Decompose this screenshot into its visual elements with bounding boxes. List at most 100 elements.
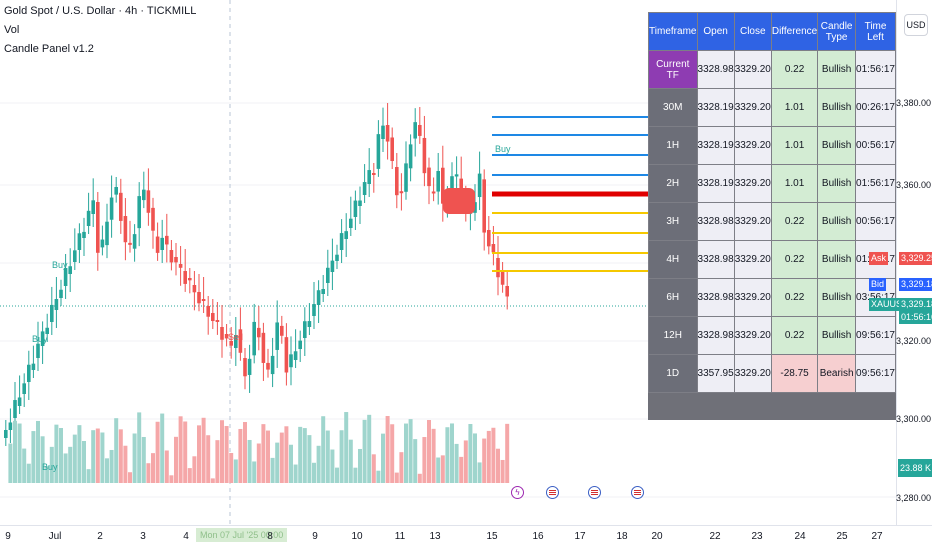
- volume-bar: [302, 428, 307, 483]
- economic-event-flag-icon[interactable]: [588, 486, 601, 499]
- candle-body: [280, 325, 284, 336]
- volume-bar: [238, 428, 243, 483]
- volume-bar: [59, 427, 63, 483]
- open-cell: 3328.98: [696, 202, 735, 241]
- volume-bar: [31, 431, 36, 483]
- currency-selector[interactable]: USD: [904, 14, 928, 36]
- volume-bar: [206, 435, 211, 483]
- candle-body: [151, 207, 155, 231]
- difference-cell: 0.22: [770, 50, 819, 89]
- ask-price-label: 3,329.25: [899, 252, 932, 265]
- volume-bar: [325, 430, 330, 483]
- time-tick: 16: [532, 531, 544, 542]
- candle-body: [68, 266, 72, 274]
- volume-bar: [178, 416, 183, 483]
- volume-bar: [164, 450, 169, 483]
- volume-value-label: 23.88 K: [898, 459, 932, 477]
- timeframe-cell: 3H: [648, 202, 698, 241]
- volume-bar: [72, 434, 77, 483]
- volume-bar: [201, 417, 206, 483]
- difference-cell: 0.22: [770, 278, 819, 317]
- volume-bar: [187, 468, 192, 483]
- table-row: 12H 3328.98 3329.20 0.22 Bullish 09:56:1…: [648, 316, 896, 355]
- open-cell: 3328.19: [696, 88, 735, 127]
- price-tick: 3,320.00: [895, 336, 931, 346]
- candle-body: [220, 327, 224, 340]
- volume-bar: [500, 459, 505, 483]
- time-left-cell: 09:56:17: [855, 354, 896, 393]
- buy-signal-label: Buy: [52, 260, 68, 270]
- volume-bar: [266, 430, 270, 483]
- candle-body: [339, 233, 344, 250]
- timeframe-cell: 4H: [648, 240, 698, 279]
- candle-panel-indicator-legend[interactable]: Candle Panel v1.2: [4, 43, 94, 55]
- volume-bar: [82, 441, 86, 483]
- candle-body: [321, 288, 325, 294]
- volume-bar: [404, 423, 408, 483]
- volume-bar: [454, 443, 459, 483]
- volume-bar: [275, 442, 280, 483]
- volume-bar: [330, 449, 335, 483]
- candle-body: [4, 430, 8, 438]
- candle-body: [45, 327, 49, 334]
- candle-body: [96, 202, 100, 253]
- candle-body: [487, 230, 491, 247]
- candle-body: [137, 196, 141, 229]
- candle-body: [275, 322, 279, 350]
- candle-body: [252, 321, 256, 356]
- volume-bar: [224, 426, 229, 483]
- volume-bar: [45, 466, 50, 483]
- time-tick: 27: [871, 531, 883, 542]
- bid-price-label: 3,329.18: [899, 278, 932, 291]
- volume-bar: [243, 422, 247, 483]
- volume-bar: [146, 463, 151, 483]
- candle-body: [40, 331, 45, 346]
- volume-bar: [376, 470, 381, 483]
- time-tick: 8: [267, 531, 273, 542]
- candle-body: [349, 218, 353, 228]
- candle-body: [73, 250, 77, 262]
- candlestick-chart[interactable]: Buy Buy Buy Buy Sell: [0, 0, 896, 525]
- close-cell: 3329.20: [733, 126, 772, 165]
- time-axis[interactable]: Mon 07 Jul '25 00:00 9 Jul 2 3 4 8 9 10 11 13 15 16…: [0, 525, 932, 551]
- time-tick: 23: [751, 531, 763, 542]
- volume-bar: [183, 421, 188, 483]
- candle-panel-table: Timeframe Open Close Difference Candle T…: [648, 12, 896, 420]
- candle-type-cell: Bullish: [817, 126, 857, 165]
- close-cell: 3329.20: [733, 164, 772, 203]
- volume-bar: [160, 413, 165, 483]
- candle-body: [303, 321, 307, 338]
- candle-body: [229, 341, 233, 346]
- candle-body: [372, 173, 376, 175]
- volume-bar: [344, 412, 349, 483]
- symbol-legend[interactable]: Gold Spot / U.S. Dollar · 4h · TICKMILL: [4, 5, 197, 17]
- candle-body: [109, 197, 114, 220]
- candle-body: [211, 313, 215, 322]
- volume-bar: [118, 429, 123, 483]
- last-price-label: 3,329.18: [899, 298, 932, 311]
- candle-body: [27, 364, 31, 382]
- economic-event-flag-icon[interactable]: [631, 486, 644, 499]
- volume-bar: [468, 424, 473, 483]
- header-timeframe: Timeframe: [648, 12, 698, 51]
- difference-cell: 0.22: [770, 202, 819, 241]
- candle-body: [362, 182, 367, 195]
- economic-event-flag-icon[interactable]: [546, 486, 559, 499]
- table-row: 4H 3328.98 3329.20 0.22 Bullish 01:56:17: [648, 240, 896, 279]
- volume-bar: [284, 426, 289, 483]
- volume-bar: [390, 424, 395, 483]
- candle-body: [422, 137, 427, 174]
- candle-body: [381, 125, 385, 140]
- header-time-left: Time Left: [855, 12, 896, 51]
- volume-indicator-legend[interactable]: Vol: [4, 24, 20, 36]
- candle-body: [59, 289, 63, 298]
- candle-body: [404, 163, 408, 192]
- volume-bar: [123, 445, 128, 483]
- volume-bar: [353, 467, 358, 483]
- candle-body: [36, 343, 40, 358]
- candle-body: [266, 362, 270, 370]
- close-cell: 3329.20: [733, 50, 772, 89]
- table-row: 6H 3328.98 3329.20 0.22 Bullish 03:56:17: [648, 278, 896, 317]
- dividend-event-icon[interactable]: ϟ: [511, 486, 524, 499]
- volume-bar: [482, 438, 487, 483]
